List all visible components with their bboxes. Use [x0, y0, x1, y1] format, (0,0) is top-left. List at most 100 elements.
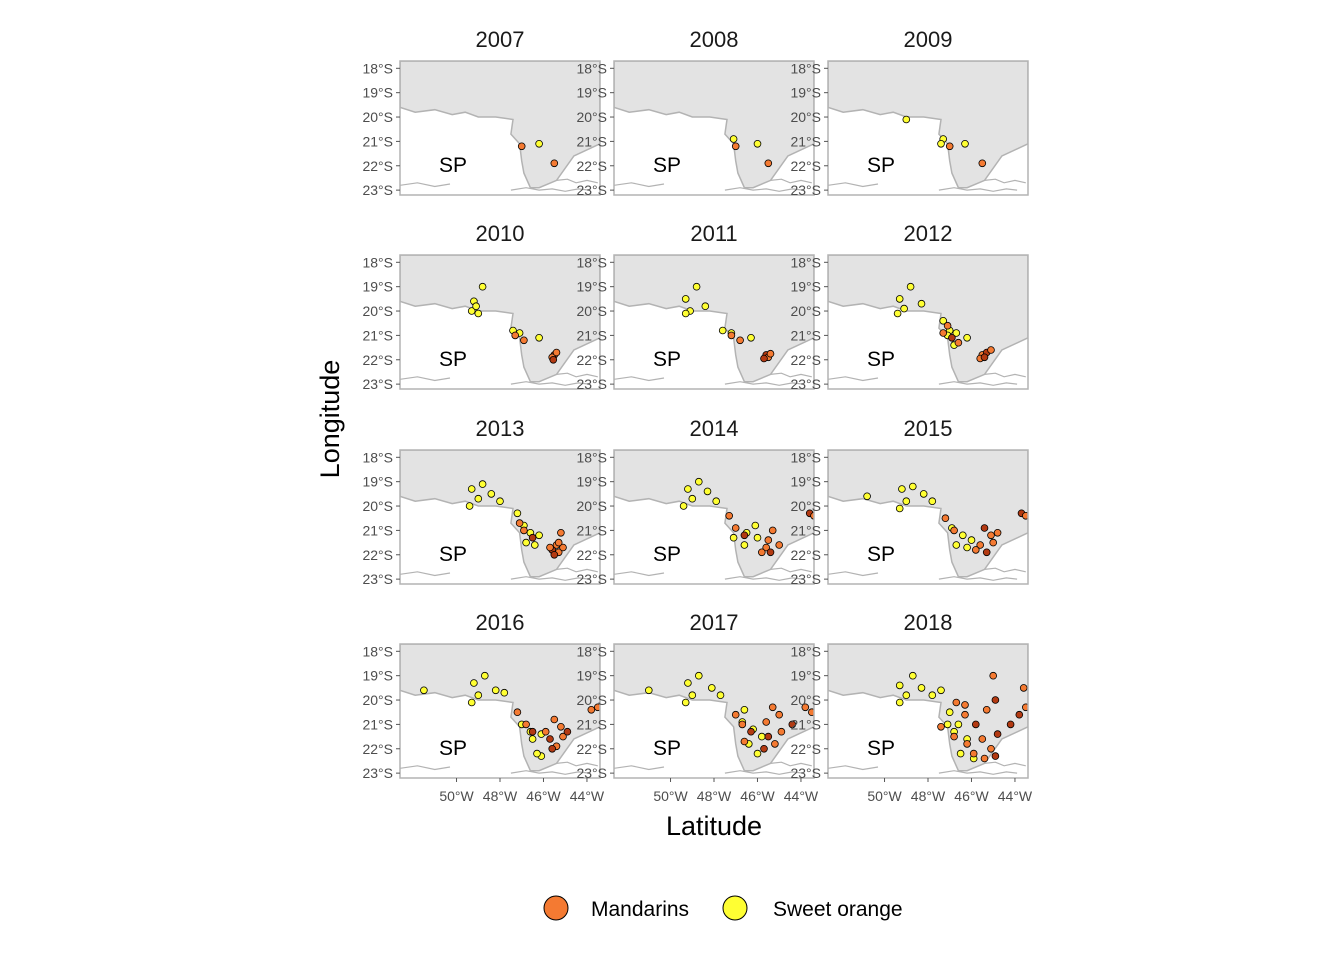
point-mandarins [559, 732, 567, 741]
point-mandarins [768, 526, 777, 535]
point-sweet-orange [701, 302, 710, 310]
point-mandarins [727, 331, 736, 340]
panel-title: 2008 [690, 27, 739, 52]
coastline [770, 178, 812, 184]
point-sweet-orange [681, 295, 690, 303]
x-tick-label: 46°W [740, 788, 775, 804]
coastline [556, 761, 598, 767]
point-mandarins [943, 321, 952, 330]
point-sweet-orange [902, 497, 911, 505]
y-tick-label: 19°S [576, 85, 607, 101]
point-sweet-orange [467, 485, 476, 493]
point-mandarins [987, 745, 995, 753]
region-label-sp: SP [653, 543, 681, 566]
region-label-sp: SP [867, 348, 895, 371]
point-mandarins [731, 142, 740, 151]
point-mandarins [941, 514, 950, 522]
point-mandarins [758, 548, 766, 557]
y-tick-label: 22°S [362, 158, 393, 174]
y-tick-label: 22°S [576, 741, 607, 757]
point-mandarins [1022, 703, 1028, 712]
point-sweet-orange [688, 691, 697, 699]
point-mandarins [978, 735, 987, 743]
point-mandarins [764, 159, 773, 168]
y-tick-label: 22°S [790, 741, 821, 757]
point-sweet-orange [478, 282, 487, 291]
point-sweet-orange [467, 698, 476, 707]
map-area: SP [614, 644, 814, 778]
coastline [984, 178, 1026, 184]
y-tick-label: 19°S [790, 279, 821, 295]
y-tick-label: 18°S [362, 60, 393, 76]
panel-title: 2011 [690, 221, 737, 246]
point-mandarins [950, 526, 958, 535]
map-area: SP [400, 450, 600, 584]
point-mandarins [747, 727, 755, 736]
y-tick-label: 18°S [362, 643, 393, 659]
y-tick-label: 19°S [362, 279, 393, 295]
point-sweet-orange [758, 732, 766, 741]
map-panel-2015: 2015 SP 18°S 19°S 20°S 21°S 22°S 23°S [790, 416, 1029, 587]
y-tick-label: 21°S [790, 716, 821, 732]
y-tick-label: 20°S [576, 692, 607, 708]
map-panel-2009: 2009 SP 18°S 19°S 20°S 21°S 22°S 23°S [790, 27, 1029, 198]
y-tick-label: 18°S [790, 60, 821, 76]
y-tick-label: 18°S [790, 643, 821, 659]
y-tick-label: 23°S [362, 765, 393, 781]
point-mandarins [980, 353, 989, 362]
point-sweet-orange [898, 485, 906, 493]
legend-label-sweet-orange: Sweet orange [773, 898, 903, 921]
point-sweet-orange [681, 698, 690, 707]
point-sweet-orange [496, 497, 504, 505]
point-mandarins [993, 529, 1002, 537]
point-sweet-orange [893, 309, 902, 318]
point-mandarins [987, 346, 995, 354]
point-sweet-orange [708, 684, 716, 692]
point-mandarins [557, 723, 565, 731]
y-tick-label: 18°S [576, 254, 607, 270]
coastline [510, 770, 590, 775]
point-sweet-orange [863, 492, 871, 501]
point-sweet-orange [679, 502, 688, 510]
coastline [400, 571, 451, 577]
point-sweet-orange [753, 533, 762, 542]
y-tick-label: 21°S [576, 133, 607, 149]
panel-title: 2007 [476, 27, 525, 52]
land-region [614, 61, 814, 189]
point-sweet-orange [959, 531, 967, 540]
region-label-sp: SP [653, 154, 681, 177]
point-sweet-orange [500, 688, 509, 697]
point-mandarins [801, 703, 810, 712]
point-mandarins [517, 142, 526, 151]
point-mandarins [546, 735, 554, 743]
point-mandarins [937, 723, 945, 731]
point-sweet-orange [751, 521, 760, 530]
coastline [938, 187, 1018, 192]
map-panel-2011: 2011 SP 18°S 19°S 20°S 21°S 22°S 23°S [576, 221, 815, 392]
x-tick-label: 46°W [954, 788, 989, 804]
point-sweet-orange [961, 140, 969, 148]
coastline [614, 765, 665, 771]
coastline [614, 571, 665, 577]
point-sweet-orange [688, 494, 697, 503]
point-mandarins [764, 732, 773, 741]
y-tick-label: 23°S [790, 376, 821, 392]
coastline [724, 576, 804, 581]
panel-border [827, 449, 1029, 585]
y-tick-label: 22°S [362, 547, 393, 563]
map-area: SP [828, 450, 1028, 584]
coastline [724, 187, 804, 192]
point-mandarins [1022, 512, 1028, 520]
point-sweet-orange [474, 309, 483, 318]
point-mandarins [989, 671, 998, 680]
panel-border [827, 60, 1029, 196]
y-tick-label: 20°S [790, 109, 821, 125]
y-tick-label: 22°S [362, 352, 393, 368]
point-sweet-orange [644, 686, 653, 695]
y-tick-label: 20°S [362, 692, 393, 708]
point-mandarins [788, 720, 797, 729]
point-sweet-orange [474, 494, 483, 503]
y-tick-label: 18°S [790, 254, 821, 270]
map-area: SP [614, 61, 814, 195]
map-area: SP [400, 644, 600, 778]
